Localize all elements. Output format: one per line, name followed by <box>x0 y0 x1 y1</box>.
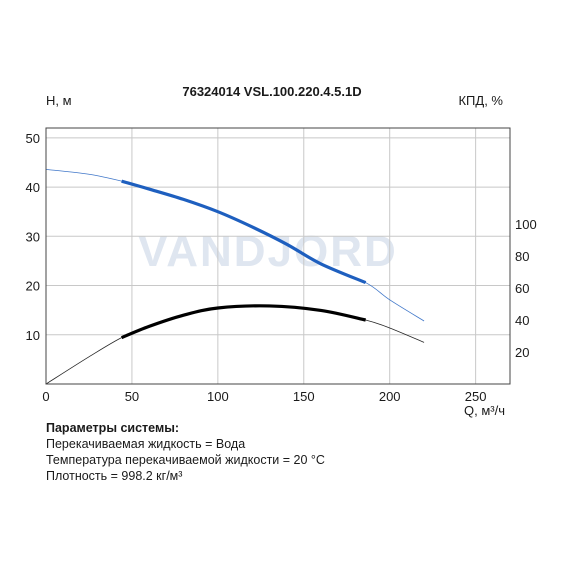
y-tick-labels: 10 20 30 40 50 <box>26 131 40 343</box>
x-tick-label: 250 <box>465 389 487 404</box>
y-axis-label-right: КПД, % <box>458 93 503 108</box>
y-right-tick-label: 20 <box>515 345 529 360</box>
y-right-tick-label: 60 <box>515 281 529 296</box>
y-axis-label-left: H, м <box>46 93 72 108</box>
y-tick-label: 40 <box>26 180 40 195</box>
chart-title: 76324014 VSL.100.220.4.5.1D <box>182 84 361 99</box>
x-axis-label: Q, м³/ч <box>464 403 505 418</box>
efficiency-curve-full <box>45 305 425 385</box>
x-tick-labels: 0 50 100 150 200 250 <box>42 389 486 404</box>
y-right-tick-labels: 20 40 60 80 100 <box>515 217 537 360</box>
params-title: Параметры системы: <box>46 421 180 435</box>
y-tick-label: 30 <box>26 229 40 244</box>
y-right-tick-label: 100 <box>515 217 537 232</box>
x-tick-label: 200 <box>379 389 401 404</box>
y-tick-label: 10 <box>26 328 40 343</box>
head-curve-operating <box>121 179 367 285</box>
y-tick-label: 20 <box>26 279 40 294</box>
system-parameters: Параметры системы: Перекачиваемая жидкос… <box>46 420 325 484</box>
plot-frame <box>45 127 511 385</box>
y-right-tick-label: 40 <box>515 313 529 328</box>
x-tick-label: 0 <box>42 389 49 404</box>
param-temperature: Температура перекачиваемой жидкости = 20… <box>46 453 325 467</box>
x-tick-label: 50 <box>125 389 139 404</box>
x-tick-label: 150 <box>293 389 315 404</box>
series-layer <box>45 168 425 385</box>
param-density: Плотность = 998.2 кг/м³ <box>46 469 183 483</box>
y-tick-label: 50 <box>26 131 40 146</box>
y-right-tick-label: 80 <box>515 249 529 264</box>
param-fluid: Перекачиваемая жидкость = Вода <box>46 437 246 451</box>
efficiency-curve-operating <box>121 304 366 340</box>
x-tick-label: 100 <box>207 389 229 404</box>
